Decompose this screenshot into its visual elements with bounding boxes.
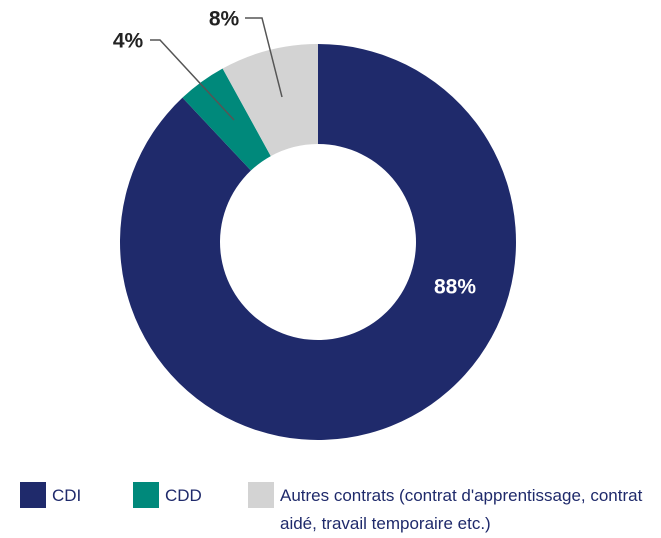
slice (222, 44, 318, 157)
legend-label: CDI (52, 486, 82, 505)
legend-item: Autres contrats (contrat d'apprentissage… (248, 482, 648, 538)
value-label: 88% (434, 276, 476, 299)
legend-label: CDD (165, 486, 202, 505)
slices (119, 44, 516, 440)
legend-label: Autres contrats (contrat d'apprentissage… (280, 486, 643, 533)
chart: 88% 4% 8% (113, 8, 516, 440)
slice (182, 68, 271, 171)
leader-line (150, 39, 235, 121)
legend-item: CDI (20, 482, 81, 510)
legend-item: CDD (133, 482, 202, 510)
legend-swatch (248, 482, 274, 508)
slice (119, 44, 516, 440)
legend-swatch (133, 482, 159, 508)
value-label: 4% (113, 30, 144, 53)
value-label: 8% (209, 8, 240, 31)
legend-swatch (20, 482, 46, 508)
leader-line (245, 17, 283, 98)
